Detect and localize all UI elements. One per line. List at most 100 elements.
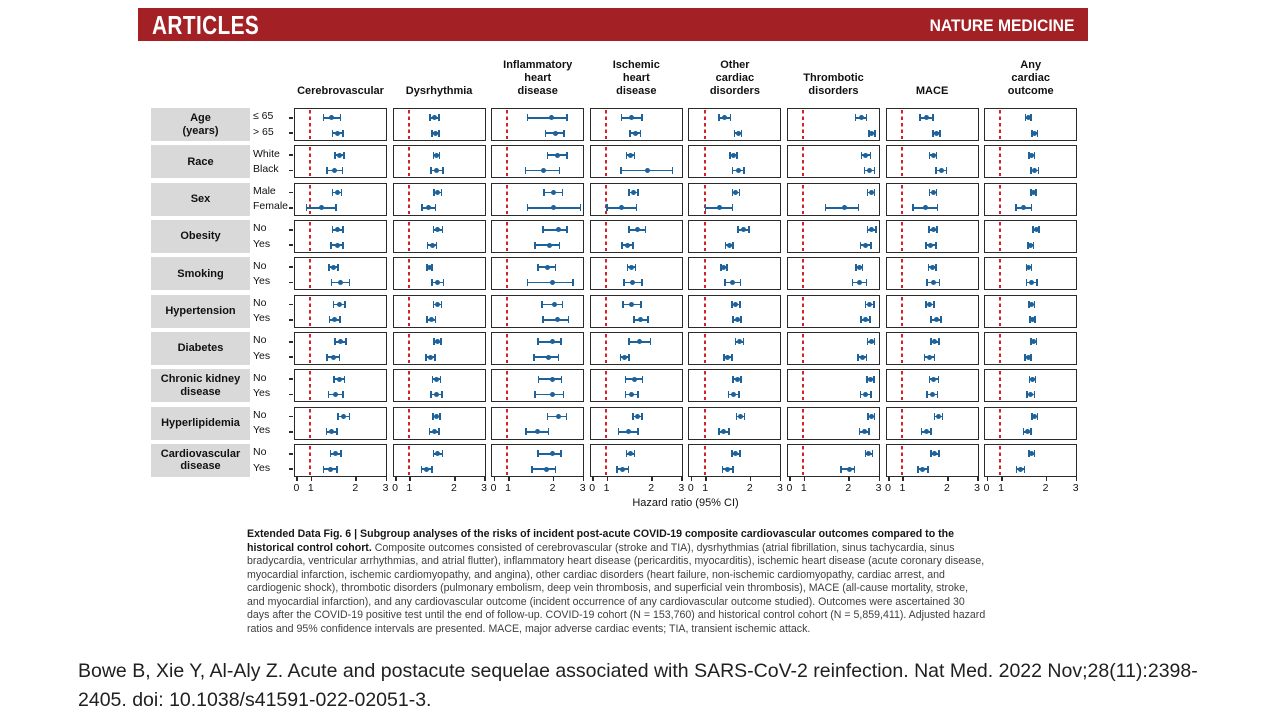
row-group-label: Smoking [151, 257, 250, 291]
ci-cap [554, 263, 557, 271]
ci-line [537, 340, 562, 343]
forest-panel [288, 406, 387, 440]
ci-cap [936, 204, 939, 212]
subgroup-label: Black [253, 163, 279, 176]
x-tick-label: 2 [352, 481, 359, 494]
forest-panel [885, 108, 979, 141]
forest-panel [688, 294, 782, 328]
ci-cap [431, 375, 434, 383]
figure-caption: Extended Data Fig. 6 | Subgroup analyses… [247, 528, 986, 636]
ci-cap [742, 338, 745, 346]
hr-point [543, 466, 549, 472]
x-axis-tick [651, 476, 653, 482]
ci-cap [633, 450, 636, 458]
reference-line-hr1 [703, 371, 706, 401]
ci-cap [933, 353, 936, 361]
x-axis-tick [582, 476, 585, 482]
ci-cap [1033, 300, 1036, 308]
hr-point [630, 280, 636, 285]
ci-cap [1028, 450, 1030, 458]
ci-cap [918, 114, 921, 122]
reference-line-hr1 [605, 371, 608, 401]
ci-cap [1030, 338, 1033, 346]
hr-point [929, 264, 935, 270]
ci-cap [704, 204, 707, 212]
ci-cap [338, 353, 341, 361]
ci-line [527, 117, 568, 119]
x-axis-tick [749, 476, 752, 482]
ci-cap [425, 263, 428, 271]
ci-cap [859, 241, 862, 249]
hr-point [733, 451, 739, 457]
subgroup-label: Yes [253, 312, 271, 325]
reference-line-hr1 [407, 147, 410, 177]
hr-point [930, 152, 936, 158]
hr-point [863, 391, 869, 397]
reference-line-hr1 [309, 296, 312, 326]
reference-line-hr1 [999, 371, 1002, 401]
ci-cap [425, 353, 428, 361]
reference-line-hr1 [802, 296, 805, 326]
ci-cap [671, 167, 674, 175]
hr-point [740, 227, 746, 233]
x-tick-label: 3 [382, 481, 389, 494]
ci-cap [930, 450, 932, 458]
ci-cap [434, 316, 437, 324]
ci-cap [439, 412, 441, 420]
ci-cap [431, 129, 433, 137]
ci-cap [579, 204, 582, 212]
ci-cap [732, 375, 734, 383]
ci-cap [342, 241, 345, 249]
reference-line-hr1 [407, 184, 410, 214]
ci-cap [926, 390, 928, 398]
ci-cap [1024, 353, 1026, 361]
ci-cap [641, 375, 644, 383]
ci-cap [1026, 390, 1028, 398]
hr-point [540, 168, 546, 174]
ci-cap [1030, 167, 1033, 175]
hr-point [1026, 264, 1032, 270]
ci-cap [928, 188, 931, 196]
articles-label: ARTICLES [152, 10, 260, 40]
hr-point [330, 354, 336, 360]
ci-cap [718, 428, 720, 436]
ci-cap [1032, 226, 1034, 234]
reference-line-hr1 [407, 110, 410, 139]
ci-cap [534, 241, 536, 249]
ci-cap [861, 263, 864, 271]
ci-cap [339, 114, 342, 122]
reference-line-hr1 [309, 371, 312, 401]
ci-cap [337, 412, 339, 420]
subgroup-label: > 65 [253, 125, 274, 138]
ci-cap [932, 129, 934, 137]
forest-panel [885, 369, 979, 403]
hr-point [334, 189, 340, 195]
row-group-label: Sex [151, 182, 250, 216]
ci-cap [606, 204, 608, 212]
ci-cap [560, 338, 562, 346]
subgroup-label: No [253, 371, 267, 384]
forest-panel [288, 108, 387, 141]
forest-panel [787, 443, 880, 477]
hr-point [549, 280, 555, 285]
ci-cap [737, 226, 739, 234]
ci-cap [333, 375, 335, 383]
row-axis-tick [288, 340, 293, 343]
hr-point [733, 301, 739, 307]
forest-panel [787, 257, 880, 291]
ci-cap [433, 188, 436, 196]
ci-cap [615, 465, 618, 473]
x-axis-tick [355, 476, 357, 482]
reference-line-hr1 [999, 110, 1002, 139]
hr-point [863, 152, 869, 158]
hr-point [867, 168, 873, 174]
hr-point [730, 280, 736, 285]
hr-point [434, 413, 439, 419]
x-tick-label: 0 [490, 481, 497, 494]
ci-cap [859, 390, 862, 398]
x-axis-tick [1075, 476, 1078, 482]
hr-point [622, 354, 628, 360]
hr-point [554, 152, 560, 158]
reference-line-hr1 [407, 333, 410, 363]
hr-point [634, 413, 640, 419]
